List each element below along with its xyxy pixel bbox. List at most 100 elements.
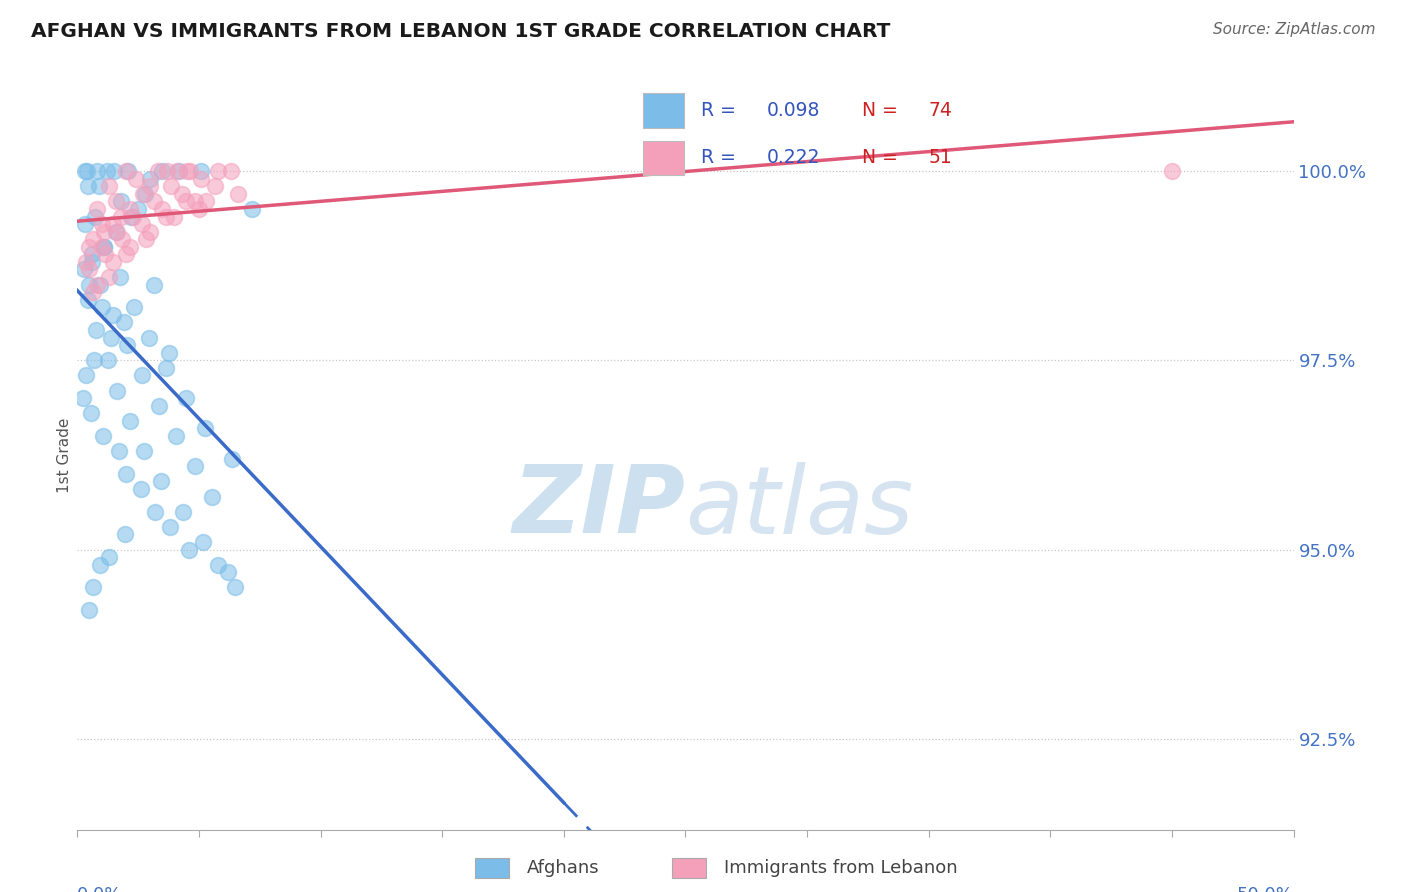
- Text: ZIP: ZIP: [513, 461, 686, 553]
- Point: [111, 232, 134, 246]
- Point: [98, 550, 121, 565]
- Point: [77, 179, 100, 194]
- Text: atlas: atlas: [686, 462, 914, 553]
- Point: [131, 217, 153, 231]
- Point: [157, 345, 180, 359]
- Point: [155, 210, 177, 224]
- Point: [93, 225, 115, 239]
- Point: [217, 566, 239, 580]
- Point: [73, 262, 96, 277]
- Point: [84, 323, 107, 337]
- Point: [139, 225, 162, 239]
- Point: [86, 277, 108, 292]
- Point: [156, 164, 179, 178]
- Point: [134, 444, 156, 458]
- Point: [118, 202, 141, 216]
- Point: [72, 391, 94, 405]
- Point: [163, 210, 186, 224]
- Point: [120, 210, 142, 224]
- Point: [194, 421, 217, 435]
- Point: [124, 301, 146, 315]
- Point: [80, 255, 103, 269]
- Point: [118, 240, 141, 254]
- Point: [132, 186, 155, 201]
- Point: [221, 451, 243, 466]
- Point: [110, 210, 132, 224]
- Point: [73, 164, 96, 178]
- Point: [86, 164, 108, 178]
- Point: [82, 285, 104, 300]
- Point: [146, 164, 169, 178]
- Point: [76, 164, 98, 178]
- Point: [207, 164, 229, 178]
- Point: [190, 171, 212, 186]
- Point: [91, 429, 114, 443]
- Point: [76, 293, 98, 307]
- Point: [79, 240, 101, 254]
- Point: [79, 262, 101, 277]
- Point: [89, 277, 111, 292]
- Point: [103, 164, 125, 178]
- Point: [86, 202, 108, 216]
- Point: [101, 217, 124, 231]
- Point: [89, 179, 111, 194]
- Text: Source: ZipAtlas.com: Source: ZipAtlas.com: [1212, 22, 1375, 37]
- Point: [97, 353, 120, 368]
- Point: [83, 210, 105, 224]
- Point: [98, 270, 121, 285]
- Point: [101, 308, 124, 322]
- Point: [176, 164, 198, 178]
- Point: [114, 527, 136, 541]
- Point: [107, 225, 129, 239]
- Point: [176, 194, 198, 209]
- Point: [204, 179, 226, 194]
- Point: [105, 194, 128, 209]
- Point: [90, 240, 112, 254]
- Point: [125, 171, 148, 186]
- Point: [219, 164, 242, 178]
- Point: [201, 490, 224, 504]
- Point: [77, 603, 100, 617]
- Point: [224, 580, 246, 594]
- Point: [165, 429, 187, 443]
- Point: [107, 444, 129, 458]
- Point: [82, 247, 104, 261]
- Point: [242, 202, 264, 216]
- Point: [152, 164, 174, 178]
- Text: 50.0%: 50.0%: [1237, 887, 1294, 892]
- Point: [107, 384, 129, 398]
- Point: [83, 353, 105, 368]
- Point: [139, 179, 162, 194]
- Point: [100, 330, 122, 344]
- Point: [96, 164, 118, 178]
- Point: [93, 240, 115, 254]
- Point: [172, 505, 194, 519]
- Point: [160, 179, 183, 194]
- Point: [108, 270, 131, 285]
- Point: [134, 186, 156, 201]
- Point: [122, 210, 145, 224]
- Point: [169, 164, 191, 178]
- Point: [142, 194, 165, 209]
- Point: [117, 164, 139, 178]
- Point: [115, 247, 138, 261]
- Point: [127, 202, 149, 216]
- Point: [155, 360, 177, 375]
- Point: [129, 482, 152, 496]
- Text: 0.0%: 0.0%: [77, 887, 122, 892]
- Point: [170, 186, 193, 201]
- Point: [183, 194, 205, 209]
- Point: [90, 301, 112, 315]
- Point: [150, 475, 173, 489]
- Point: [138, 330, 160, 344]
- Point: [174, 391, 197, 405]
- Point: [97, 179, 120, 194]
- Point: [179, 542, 201, 557]
- Point: [188, 202, 211, 216]
- Point: [89, 558, 111, 572]
- Point: [75, 217, 97, 231]
- Point: [115, 164, 138, 178]
- Point: [105, 225, 128, 239]
- Point: [191, 535, 214, 549]
- Point: [79, 277, 101, 292]
